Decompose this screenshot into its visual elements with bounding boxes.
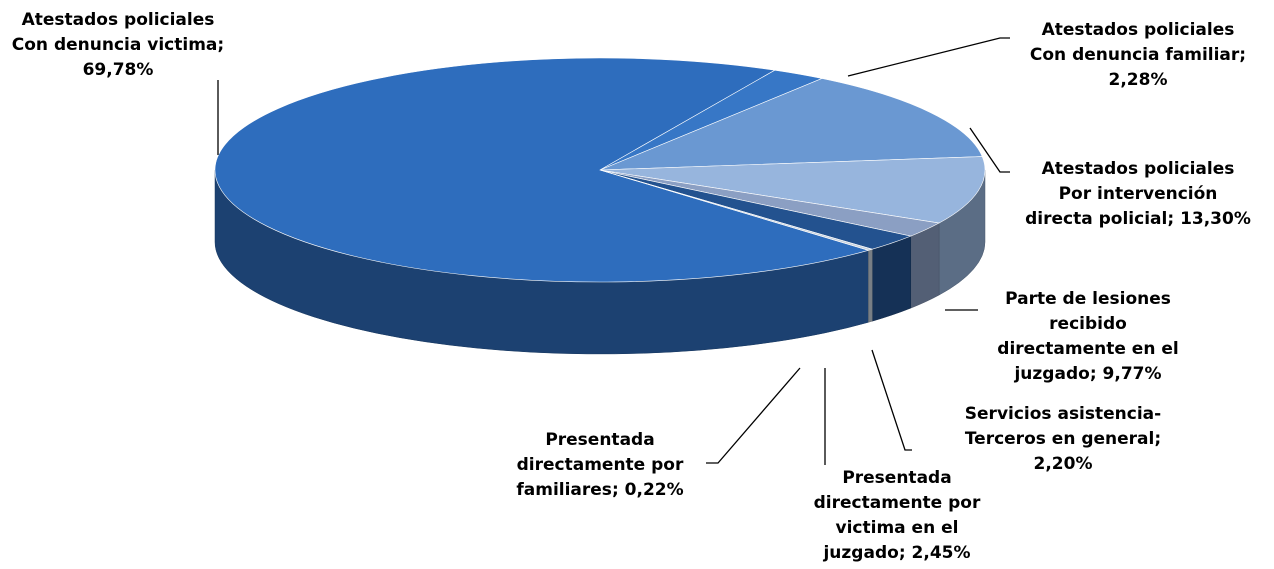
label-separator: ;: [898, 543, 912, 563]
label-part: Atestados policiales Con denuncia victim…: [11, 10, 218, 55]
label-part: 0,22%: [624, 480, 684, 500]
leader-line: [969, 127, 1010, 173]
leader-line: [871, 349, 912, 451]
leader-line: [706, 367, 801, 464]
label-separator: ;: [217, 35, 231, 55]
label-part: 2,28%: [1108, 70, 1168, 90]
slice-label: Atestados policiales Con denuncia victim…: [5, 8, 231, 83]
slice-label: Atestados policiales Por intervención di…: [1025, 157, 1251, 232]
leader-line: [847, 37, 1010, 77]
slice: [214, 57, 870, 283]
pie: [214, 57, 986, 355]
label-part: 2,45%: [911, 543, 971, 563]
label-part: Presentada directamente por familiares: [516, 430, 684, 500]
label-separator: ;: [1154, 429, 1168, 449]
label-part: 2,20%: [1033, 454, 1093, 474]
label-separator: ;: [1167, 209, 1181, 229]
label-part: Parte de lesiones recibido directamente …: [997, 289, 1179, 384]
label-part: 13,30%: [1180, 209, 1251, 229]
slice-side: [871, 235, 912, 322]
slice-label: Atestados policiales Con denuncia famili…: [1025, 18, 1251, 93]
label-part: Atestados policiales Con denuncia famili…: [1029, 20, 1240, 65]
label-part: Presentada directamente por victima en e…: [813, 468, 981, 563]
label-part: 9,77%: [1102, 364, 1162, 384]
slice-label: Parte de lesiones recibido directamente …: [986, 287, 1191, 387]
slice: [599, 156, 986, 224]
label-separator: ;: [1239, 45, 1253, 65]
slice-side: [868, 248, 873, 323]
slice-label: Presentada directamente por familiares; …: [498, 428, 703, 503]
slice-label: Presentada directamente por victima en e…: [795, 466, 1000, 566]
label-part: 69,78%: [82, 60, 154, 80]
slice-label: Servicios asistencia-Terceros en general…: [952, 402, 1174, 477]
slice: [599, 169, 874, 251]
label-separator: ;: [611, 480, 625, 500]
label-part: Servicios asistencia-Terceros en general: [964, 404, 1162, 449]
label-separator: ;: [1089, 364, 1103, 384]
slice: [599, 78, 983, 171]
slice-side: [910, 222, 940, 309]
label-part: Atestados policiales Por intervención di…: [1025, 159, 1235, 229]
